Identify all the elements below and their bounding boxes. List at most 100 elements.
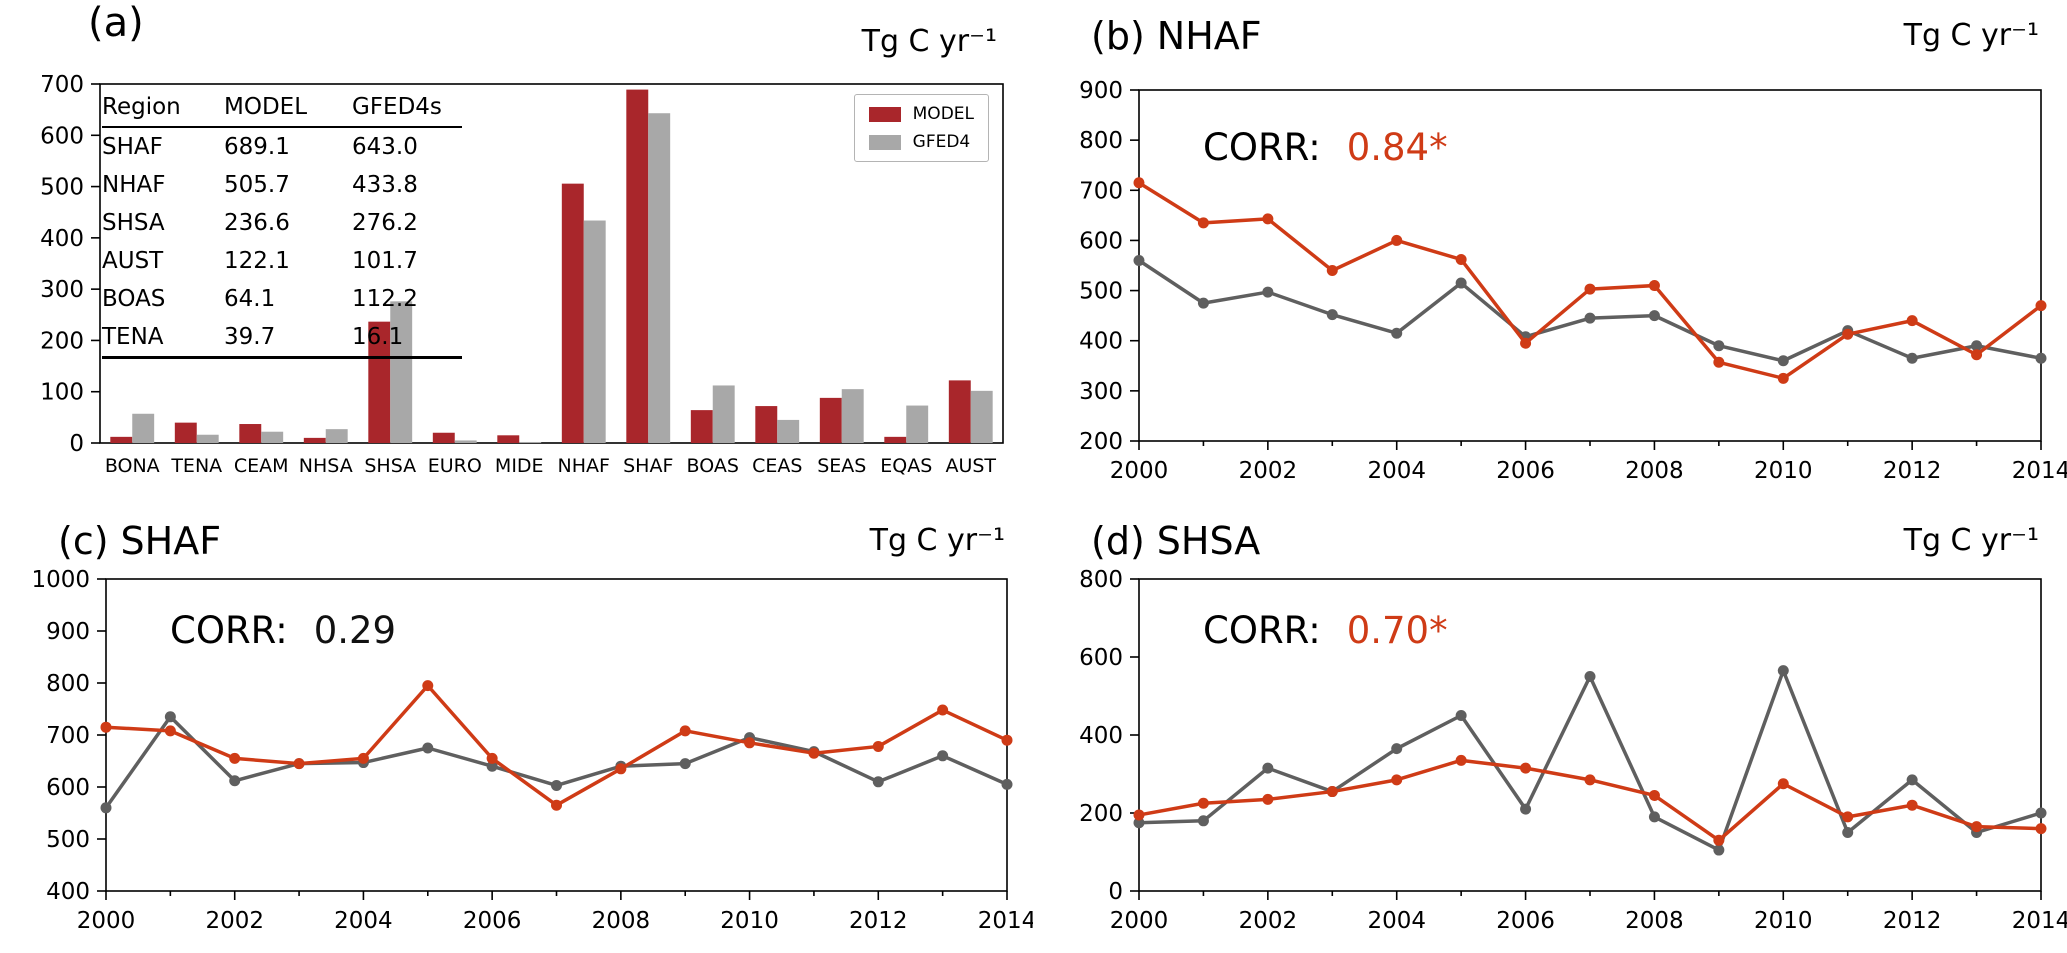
table-cell: NHAF (102, 172, 166, 198)
bar-GFED4-MIDE (519, 441, 542, 443)
bar-GFED4-BOAS (712, 385, 735, 443)
data-point-MODEL (1391, 234, 1403, 246)
data-point-MODEL (1197, 797, 1209, 809)
data-point-GFED4 (1133, 817, 1145, 829)
data-point-MODEL (164, 725, 176, 737)
svg-text:SEAS: SEAS (817, 455, 866, 477)
axes: 200 300 400 500 600 700 800 900 2000 2002 2004 2006… (1079, 78, 2067, 484)
svg-text:500: 500 (40, 175, 84, 201)
corr-label: CORR: (170, 609, 288, 652)
table-row: SHSA 236.6 276.2 (102, 204, 462, 242)
svg-text:700: 700 (1079, 178, 1123, 204)
data-point-GFED4 (2035, 352, 2047, 364)
data-point-MODEL (422, 680, 434, 692)
panel-c-header: (c) SHAF (58, 519, 221, 563)
table-cell: 236.6 (224, 210, 290, 236)
data-point-GFED4 (100, 802, 112, 814)
data-point-MODEL (1584, 774, 1596, 786)
bar-MODEL-MIDE (497, 435, 520, 443)
bar-GFED4-SEAS (841, 389, 864, 443)
svg-text:600: 600 (46, 775, 90, 801)
data-point-MODEL (937, 704, 949, 716)
data-point-GFED4 (1133, 254, 1145, 266)
data-point-GFED4 (422, 742, 434, 754)
data-point-MODEL (2035, 823, 2047, 835)
table-row: AUST 122.1 101.7 (102, 242, 462, 280)
data-point-GFED4 (1001, 778, 1013, 790)
svg-text:2000: 2000 (1110, 458, 1169, 484)
svg-text:2006: 2006 (463, 908, 522, 934)
panel-d-title: SHSA (1156, 519, 1261, 563)
panel-a-units: Tg C yr⁻¹ (861, 24, 997, 59)
panel-b-header: (b) NHAF (1091, 14, 1262, 58)
svg-text:300: 300 (1079, 379, 1123, 405)
data-point-GFED4 (2035, 807, 2047, 819)
table-cell: 433.8 (352, 172, 418, 198)
axes: 400 500 600 700 800 900 1000 2000 2002 2004 2006 20… (31, 567, 1033, 934)
svg-text:0: 0 (1108, 879, 1123, 905)
panel-b-letter: (b) (1091, 14, 1145, 58)
data-point-GFED4 (1391, 327, 1403, 339)
data-point-MODEL (1133, 177, 1145, 189)
data-point-MODEL (1648, 280, 1660, 292)
svg-text:2010: 2010 (1754, 458, 1813, 484)
table-row: NHAF 505.7 433.8 (102, 166, 462, 204)
bar-MODEL-EURO (432, 432, 455, 443)
region-stats-table: Region MODEL GFED4s SHAF 689.1 643.0 NHA… (102, 88, 462, 359)
svg-text:2004: 2004 (1367, 908, 1426, 934)
corr-label: CORR: (1203, 126, 1321, 169)
bar-MODEL-NHAF (561, 183, 584, 444)
axes: 0 200 400 600 800 2000 2002 2004 2006 2008 2010 201… (1079, 567, 2067, 934)
data-point-GFED4 (229, 775, 241, 787)
data-point-MODEL (1326, 786, 1338, 798)
table-cell: 112.2 (352, 286, 418, 312)
data-point-MODEL (1842, 811, 1854, 823)
svg-text:2006: 2006 (1496, 458, 1555, 484)
svg-text:2002: 2002 (1239, 458, 1298, 484)
svg-text:2012: 2012 (849, 908, 908, 934)
data-point-MODEL (1520, 762, 1532, 774)
data-point-GFED4 (1648, 811, 1660, 823)
panel-b: (b) NHAF Tg C yr⁻¹ CORR: 0.84* 200 300 400… (1033, 0, 2067, 505)
svg-text:400: 400 (46, 879, 90, 905)
svg-text:600: 600 (1079, 228, 1123, 254)
bar-GFED4-BONA (132, 413, 155, 443)
series-MODEL (1133, 754, 2047, 846)
svg-text:2004: 2004 (334, 908, 393, 934)
data-point-MODEL (357, 752, 369, 764)
corr-value: 0.84* (1346, 126, 1448, 169)
data-point-MODEL (1197, 217, 1209, 229)
svg-text:BONA: BONA (105, 455, 160, 477)
legend-label-model: MODEL (912, 104, 974, 124)
legend-item-model: MODEL (868, 104, 974, 124)
bar-GFED4-NHSA (325, 429, 348, 443)
table-cell: 643.0 (352, 134, 418, 160)
data-point-MODEL (1520, 337, 1532, 349)
data-point-MODEL (615, 763, 627, 775)
svg-text:600: 600 (1079, 645, 1123, 671)
table-header-row: Region MODEL GFED4s (102, 88, 462, 128)
data-point-GFED4 (1777, 355, 1789, 367)
series-MODEL (1133, 177, 2047, 384)
bar-MODEL-CEAS (755, 406, 778, 443)
table-row: BOAS 64.1 112.2 (102, 280, 462, 318)
data-point-MODEL (1133, 809, 1145, 821)
data-point-GFED4 (1326, 309, 1338, 321)
svg-text:100: 100 (40, 380, 84, 406)
svg-text:2004: 2004 (1367, 458, 1426, 484)
panel-b-corr-annotation: CORR: 0.84* (1203, 126, 1448, 169)
panel-b-units: Tg C yr⁻¹ (1903, 18, 2039, 53)
data-point-MODEL (744, 737, 756, 749)
data-point-MODEL (1584, 283, 1596, 295)
svg-text:2014: 2014 (978, 908, 1033, 934)
panel-c-letter: (c) (58, 519, 109, 563)
data-point-MODEL (1713, 356, 1725, 368)
svg-text:2008: 2008 (1625, 458, 1684, 484)
bar-MODEL-NHSA (303, 437, 326, 443)
table-cell: AUST (102, 248, 164, 274)
svg-text:NHSA: NHSA (299, 455, 353, 477)
svg-text:900: 900 (1079, 78, 1123, 104)
data-point-MODEL (1777, 778, 1789, 790)
bar-GFED4-AUST (970, 390, 993, 443)
series-GFED4 (1133, 665, 2047, 856)
